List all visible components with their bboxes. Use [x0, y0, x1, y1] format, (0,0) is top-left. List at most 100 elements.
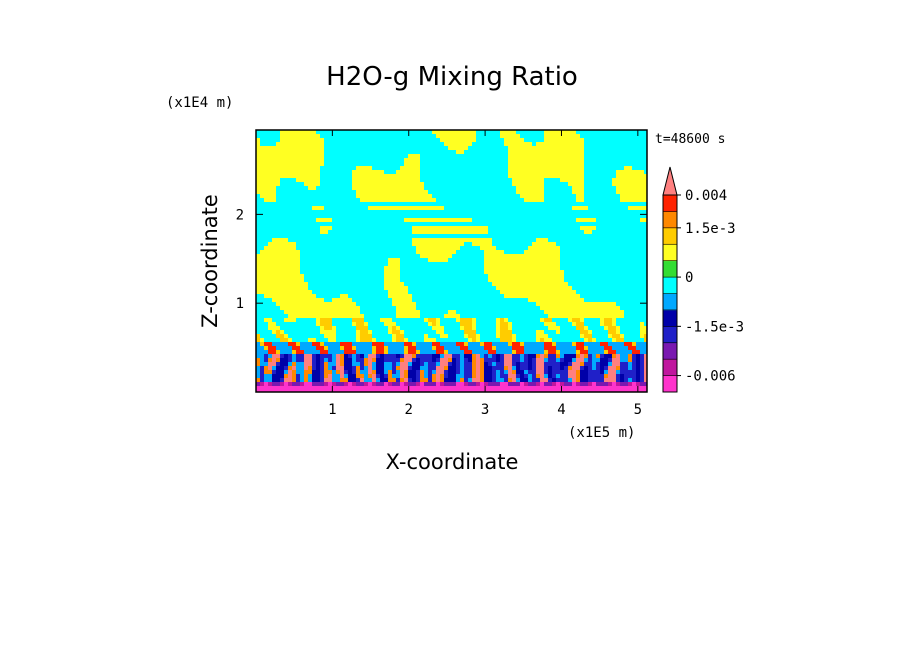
contour-cell — [508, 378, 513, 383]
contour-cell — [520, 358, 525, 363]
contour-cell — [360, 354, 365, 359]
contour-cell — [556, 322, 573, 327]
contour-cell — [512, 354, 521, 359]
contour-cell — [280, 354, 285, 359]
contour-cell — [608, 382, 613, 387]
contour-cell — [320, 322, 333, 327]
contour-cell — [524, 374, 529, 379]
contour-cell — [288, 238, 413, 243]
contour-cell — [516, 186, 545, 191]
contour-cell — [352, 354, 357, 359]
contour-cell — [392, 370, 397, 375]
contour-cell — [300, 374, 305, 379]
contour-cell — [276, 334, 285, 339]
contour-cell — [544, 318, 553, 323]
contour-cell — [464, 150, 509, 155]
contour-cell — [328, 366, 333, 371]
contour-cell — [268, 346, 277, 351]
contour-cell — [544, 134, 581, 139]
contour-cell — [268, 366, 273, 371]
contour-cell — [608, 342, 625, 347]
contour-cell — [516, 378, 521, 383]
contour-cell — [484, 346, 493, 351]
contour-cell — [296, 362, 305, 367]
contour-cell — [512, 182, 545, 187]
contour-cell — [468, 342, 481, 347]
contour-cell — [552, 342, 557, 347]
contour-cell — [448, 370, 457, 375]
contour-cell — [628, 346, 637, 351]
contour-cell — [536, 370, 545, 375]
contour-cell — [608, 374, 617, 379]
contour-cell — [436, 358, 441, 363]
contour-cell — [280, 182, 305, 187]
contour-cell — [320, 318, 333, 323]
contour-cell — [480, 366, 485, 371]
contour-cell — [604, 350, 609, 355]
contour-cell — [608, 330, 617, 335]
contour-cell — [412, 358, 417, 363]
contour-cell — [404, 334, 425, 339]
contour-cell — [584, 342, 601, 347]
contour-cell — [368, 322, 385, 327]
y-tick-label: 2 — [236, 207, 244, 223]
contour-cell — [324, 158, 405, 163]
contour-cell — [560, 374, 569, 379]
contour-cell — [312, 342, 321, 347]
contour-cell — [516, 334, 537, 339]
contour-cell — [400, 266, 485, 271]
contour-cell — [356, 358, 365, 363]
contour-cell — [488, 350, 497, 355]
contour-cell — [256, 206, 313, 211]
contour-cell — [544, 322, 557, 327]
contour-cell — [512, 334, 517, 339]
contour-cell — [396, 306, 417, 311]
contour-cell — [404, 282, 493, 287]
contour-cell — [496, 350, 513, 355]
contour-cell — [620, 366, 629, 371]
contour-cell — [468, 334, 477, 339]
contour-cell — [456, 250, 485, 255]
contour-cell — [256, 302, 277, 307]
contour-cell — [276, 194, 357, 199]
contour-cell — [584, 178, 613, 183]
contour-cell — [472, 374, 477, 379]
contour-cell — [620, 198, 647, 203]
contour-cell — [268, 362, 277, 367]
contour-cell — [616, 318, 647, 323]
contour-cell — [576, 194, 585, 199]
contour-cell — [344, 382, 349, 387]
contour-cell — [588, 326, 605, 331]
contour-cell — [416, 246, 461, 251]
contour-cell — [320, 326, 325, 331]
contour-cell — [260, 382, 265, 387]
contour-cell — [256, 326, 269, 331]
contour-cell — [488, 382, 501, 387]
contour-cell — [260, 338, 265, 343]
contour-cell — [300, 270, 385, 275]
contour-cell — [280, 338, 289, 343]
contour-cell — [396, 338, 405, 343]
contour-cell — [312, 374, 321, 379]
contour-cell — [340, 378, 349, 383]
contour-cell — [360, 334, 373, 339]
contour-cell — [564, 354, 577, 359]
contour-cell — [548, 314, 625, 319]
contour-cell — [332, 378, 341, 383]
contour-cell — [272, 382, 281, 387]
contour-cell — [320, 182, 353, 187]
contour-cell — [256, 306, 281, 311]
contour-cell — [624, 166, 633, 171]
contour-cell — [604, 374, 609, 379]
contour-cell — [524, 198, 545, 203]
contour-cell — [372, 358, 377, 363]
contour-cell — [256, 198, 265, 203]
contour-cell — [256, 374, 261, 379]
contour-cell — [580, 318, 585, 323]
contour-cell — [476, 362, 481, 367]
contour-cell — [612, 322, 617, 327]
contour-cell — [260, 378, 265, 383]
contour-cell — [420, 310, 449, 315]
contour-cell — [588, 350, 605, 355]
colorbar-segment — [663, 195, 677, 212]
